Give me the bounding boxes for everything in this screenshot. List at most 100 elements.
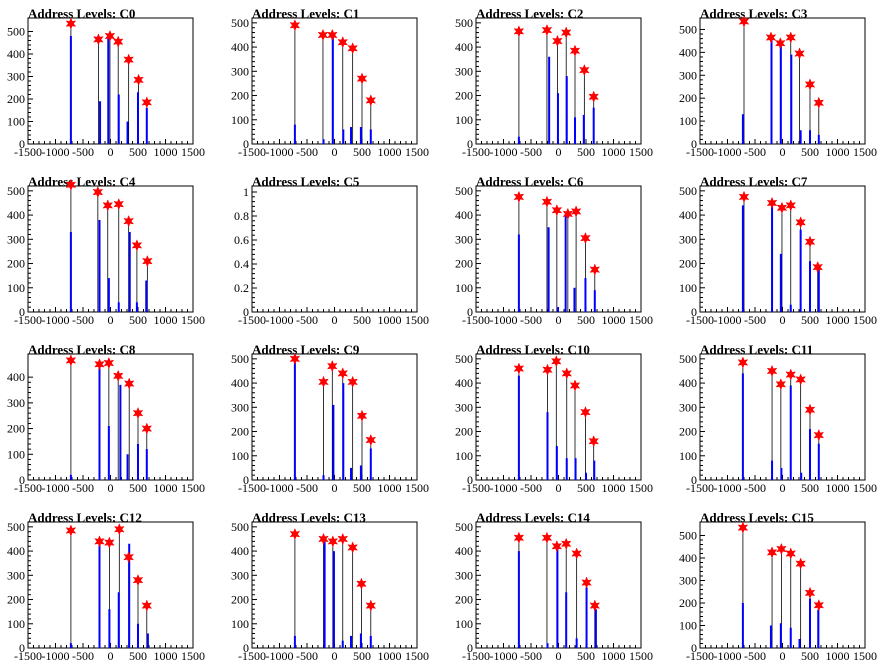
y-tick-label: 400 [455, 544, 473, 558]
y-tick-label: 500 [455, 520, 473, 534]
x-tick-label: -1000 [266, 649, 294, 663]
plot-frame [27, 353, 194, 481]
peak-marker [738, 190, 750, 204]
x-tick-label: -500 [72, 649, 94, 663]
peak-marker [102, 199, 114, 212]
peak-marker [766, 196, 778, 210]
peak-marker [785, 368, 797, 381]
peak-marker [804, 78, 816, 91]
peak-marker [560, 26, 572, 39]
x-tick-label: -500 [296, 313, 318, 327]
peak-marker [580, 405, 591, 419]
peak-marker [92, 185, 104, 199]
peak-marker [65, 178, 77, 191]
peak-marker [132, 573, 144, 587]
x-tick-label: -500 [520, 481, 542, 495]
x-tick-label: 0 [108, 649, 114, 663]
x-tick-label: 1000 [154, 649, 178, 663]
peak-marker [123, 550, 134, 564]
peak-marker [541, 23, 553, 37]
y-tick-label: 500 [7, 25, 25, 39]
peak-marker [571, 547, 582, 560]
y-tick-label: 500 [231, 520, 249, 534]
chart-title: Address Levels: C5 [252, 174, 360, 189]
x-tick-label: 1000 [154, 145, 178, 159]
x-tick-label: -1500 [462, 649, 490, 663]
y-tick-label: 200 [231, 89, 249, 103]
chart-title: Address Levels: C14 [476, 510, 590, 525]
x-tick-label: 1000 [154, 481, 178, 495]
y-tick-label: 0 [19, 473, 25, 487]
y-tick-label: 0.2 [234, 281, 249, 295]
peak-marker [65, 354, 77, 367]
x-tick-label: 1000 [378, 145, 402, 159]
chart-title: Address Levels: C15 [700, 510, 814, 525]
y-tick-label: 300 [679, 68, 697, 82]
y-tick-label: 0.6 [234, 233, 249, 247]
x-tick-label: 0 [332, 649, 338, 663]
x-tick-label: 500 [801, 313, 819, 327]
peak-marker [326, 28, 338, 42]
chart-title: Address Levels: C12 [28, 510, 142, 525]
x-tick-label: -500 [520, 649, 542, 663]
peak-marker [123, 214, 134, 228]
x-tick-label: -1000 [714, 481, 742, 495]
y-tick-label: 300 [679, 574, 697, 588]
chart-plot: 0 100 200 300 400 500 -1500 -1000 -500 0 500 1000 15… [455, 520, 653, 663]
x-tick-label: 500 [801, 649, 819, 663]
y-tick-label: 0 [243, 473, 249, 487]
peak-marker [289, 352, 301, 366]
peak-marker [513, 362, 525, 375]
peak-marker [318, 375, 329, 389]
chart-plot: 0 100 200 300 400 500 -1500 -1000 -500 0 500 1000 15… [7, 17, 205, 159]
x-tick-label: 0 [780, 313, 786, 327]
y-tick-label: 100 [455, 449, 473, 463]
chart-plot: 0 100 200 300 400 500 -1500 -1000 -500 0 500 1000 15… [231, 352, 429, 495]
y-tick-label: 200 [455, 89, 473, 103]
chart-panel: Address Levels: C4 0 100 200 300 400 500 -1500-… [0, 168, 224, 336]
y-tick-label: 200 [7, 422, 25, 436]
peak-marker [94, 358, 105, 371]
y-tick-label: 200 [455, 425, 473, 439]
x-tick-label: 500 [577, 145, 595, 159]
x-tick-label: 1000 [826, 649, 850, 663]
y-tick-label: 500 [679, 184, 697, 198]
y-tick-label: 300 [679, 232, 697, 246]
chart-title: Address Levels: C3 [700, 6, 808, 21]
peak-marker [65, 524, 77, 537]
peak-marker [347, 375, 358, 389]
peak-marker [776, 542, 787, 556]
peak-marker [365, 433, 377, 447]
peak-marker [513, 25, 525, 38]
x-tick-label: 1000 [602, 649, 626, 663]
x-tick-label: 500 [129, 313, 147, 327]
x-tick-label: -500 [520, 145, 542, 159]
peak-marker [365, 599, 377, 612]
x-tick-label: 1000 [602, 313, 626, 327]
chart-panel: Address Levels: C8 0 100 200 300 400 -1500 -100… [0, 336, 224, 504]
peak-marker [542, 363, 553, 376]
peak-marker [103, 356, 115, 370]
peak-marker [804, 235, 816, 248]
plot-frame [699, 17, 866, 145]
y-tick-label: 200 [455, 257, 473, 271]
peak-marker [347, 541, 358, 554]
x-tick-label: -1000 [42, 481, 70, 495]
peak-marker [365, 94, 377, 107]
x-tick-label: 1500 [629, 145, 653, 159]
chart-panel: Address Levels: C1 0 100 200 300 400 500 -1500-… [224, 0, 448, 168]
peak-marker [141, 422, 153, 435]
x-tick-label: -1000 [42, 145, 70, 159]
peak-marker [93, 33, 104, 46]
x-tick-label: -500 [72, 481, 94, 495]
peak-marker [795, 216, 806, 229]
x-tick-label: 500 [577, 313, 595, 327]
y-tick-label: 0 [19, 641, 25, 655]
x-tick-label: 1000 [826, 313, 850, 327]
chart-plot: 0 100 200 300 400 500 -1500 -1000 -500 0 500 1000 15… [455, 16, 653, 159]
peak-marker [113, 197, 125, 211]
peak-marker [795, 557, 806, 570]
chart-panel: Address Levels: C12 0 100 200 300 400 500 -1500… [0, 504, 224, 672]
y-tick-label: 100 [7, 447, 25, 461]
plot-frame [475, 353, 642, 481]
